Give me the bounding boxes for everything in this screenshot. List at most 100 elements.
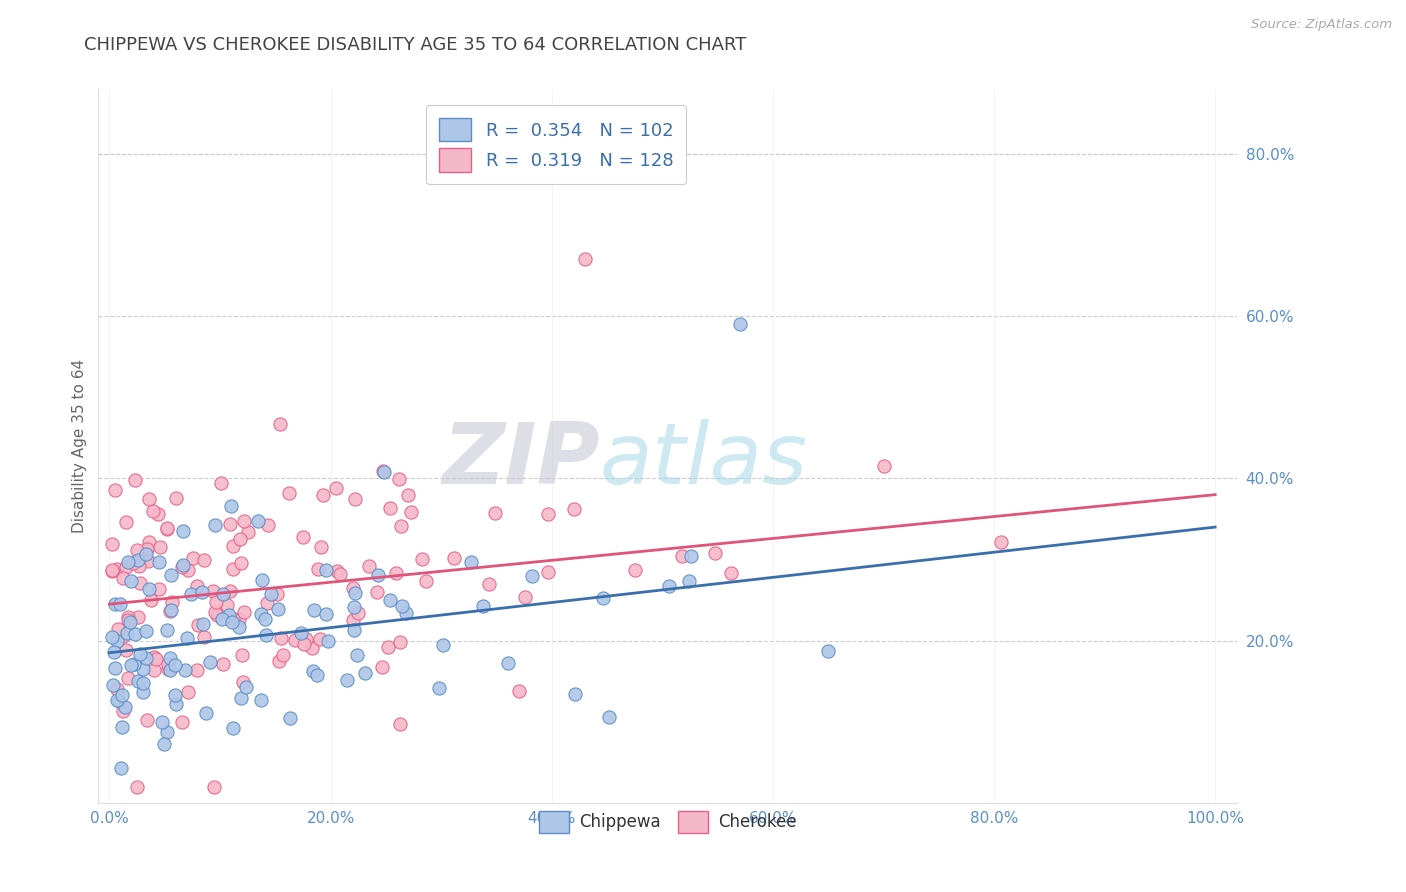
Point	[460, 555, 482, 569]
Point	[124, 657, 146, 672]
Point	[427, 681, 450, 695]
Point	[211, 657, 233, 671]
Point	[353, 665, 375, 680]
Point	[301, 640, 323, 655]
Point	[211, 587, 233, 601]
Point	[302, 664, 325, 678]
Point	[315, 562, 337, 576]
Point	[202, 583, 225, 598]
Point	[222, 721, 245, 735]
Point	[172, 524, 194, 538]
Point	[125, 780, 148, 794]
Point	[343, 586, 366, 600]
Point	[391, 519, 413, 533]
Point	[115, 625, 138, 640]
Point	[115, 643, 138, 657]
Point	[149, 540, 172, 554]
Point	[269, 417, 291, 431]
Point	[253, 612, 276, 626]
Point	[159, 604, 181, 618]
Point	[389, 717, 412, 731]
Point	[657, 578, 679, 592]
Point	[120, 658, 142, 673]
Point	[177, 685, 200, 699]
Point	[111, 720, 134, 734]
Point	[193, 617, 215, 632]
Point	[231, 648, 253, 662]
Point	[155, 624, 177, 638]
Point	[307, 562, 329, 576]
Point	[172, 558, 194, 572]
Point	[247, 514, 270, 528]
Point	[132, 662, 155, 676]
Point	[347, 606, 370, 620]
Point	[105, 634, 128, 648]
Point	[513, 590, 536, 604]
Point	[145, 652, 167, 666]
Point	[143, 664, 166, 678]
Point	[472, 599, 495, 614]
Point	[191, 585, 214, 599]
Point	[138, 491, 160, 506]
Point	[574, 252, 596, 267]
Point	[163, 657, 186, 672]
Point	[105, 692, 128, 706]
Point	[174, 663, 197, 677]
Text: ZIP: ZIP	[441, 418, 599, 502]
Point	[325, 481, 347, 495]
Point	[305, 668, 328, 682]
Point	[250, 573, 273, 587]
Point	[159, 663, 181, 677]
Point	[496, 656, 519, 670]
Point	[218, 607, 240, 622]
Point	[186, 579, 208, 593]
Point	[315, 607, 337, 621]
Point	[229, 532, 252, 546]
Point	[522, 569, 544, 583]
Point	[598, 710, 620, 724]
Point	[564, 687, 586, 701]
Point	[278, 710, 301, 724]
Point	[117, 610, 139, 624]
Point	[148, 582, 170, 597]
Point	[159, 650, 181, 665]
Point	[508, 684, 530, 698]
Point	[150, 714, 173, 729]
Point	[104, 597, 127, 611]
Point	[117, 613, 139, 627]
Point	[292, 636, 315, 650]
Point	[142, 650, 165, 665]
Point	[256, 596, 278, 610]
Point	[172, 559, 194, 574]
Point	[342, 581, 364, 595]
Point	[202, 780, 225, 794]
Point	[193, 553, 215, 567]
Point	[127, 552, 149, 566]
Point	[128, 575, 150, 590]
Point	[260, 587, 283, 601]
Point	[172, 715, 194, 730]
Point	[211, 612, 233, 626]
Point	[101, 677, 124, 691]
Text: CHIPPEWA VS CHEROKEE DISABILITY AGE 35 TO 64 CORRELATION CHART: CHIPPEWA VS CHEROKEE DISABILITY AGE 35 T…	[84, 36, 747, 54]
Point	[378, 592, 401, 607]
Point	[371, 660, 394, 674]
Point	[290, 626, 312, 640]
Point	[235, 680, 257, 694]
Point	[267, 654, 290, 668]
Point	[343, 623, 366, 637]
Point	[367, 567, 389, 582]
Point	[156, 725, 179, 739]
Point	[316, 634, 339, 648]
Point	[180, 587, 202, 601]
Point	[110, 761, 132, 775]
Point	[232, 514, 254, 528]
Point	[399, 505, 422, 519]
Point	[671, 549, 693, 564]
Point	[148, 555, 170, 569]
Point	[443, 551, 465, 566]
Point	[391, 599, 413, 613]
Point	[312, 488, 335, 502]
Point	[728, 318, 751, 332]
Point	[138, 535, 160, 549]
